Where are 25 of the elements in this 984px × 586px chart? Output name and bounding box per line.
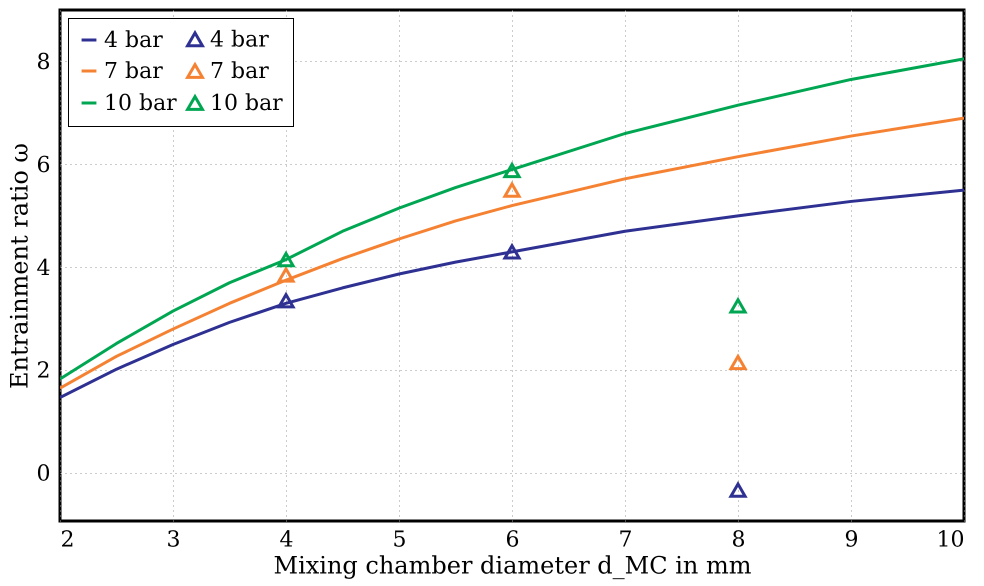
x-tick-label: 8 (732, 528, 746, 552)
legend-label: 10 bar (210, 91, 284, 116)
legend-label: 7 bar (104, 59, 164, 84)
x-tick-label: 10 (936, 528, 964, 552)
x-tick-label: 4 (280, 528, 294, 552)
legend-label: 7 bar (210, 59, 270, 84)
y-tick-label: 6 (36, 152, 50, 178)
x-tick-label: 6 (506, 528, 520, 552)
x-tick-label: 5 (392, 528, 406, 552)
y-tick-label: 2 (36, 358, 50, 384)
x-tick-label: 9 (844, 528, 858, 552)
x-tick-label: 2 (60, 528, 74, 552)
legend-label: 4 bar (210, 27, 270, 52)
legend-label: 4 bar (104, 28, 164, 53)
y-axis-title: Entrainment ratio ω (6, 143, 34, 389)
line-series (60, 57, 964, 380)
y-tick-label: 4 (36, 256, 50, 281)
legend-label: 10 bar (104, 91, 178, 116)
x-tick-label: 7 (618, 528, 632, 552)
line-series (60, 188, 964, 399)
y-tick-label: 0 (36, 462, 50, 487)
x-axis-title: Mixing chamber diameter d_MC in mm (273, 552, 752, 580)
y-tick-label: 8 (36, 50, 50, 75)
line-series (60, 116, 964, 390)
x-tick-label: 3 (166, 528, 180, 552)
